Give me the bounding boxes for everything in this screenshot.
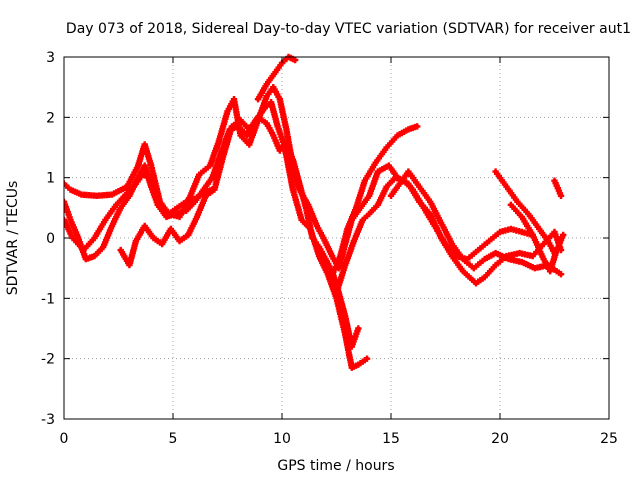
series-trace — [64, 85, 564, 286]
grid-lines — [64, 57, 609, 419]
y-tick-label: -3 — [41, 412, 55, 428]
series-track-11 — [551, 177, 565, 199]
series-plus-markers — [387, 168, 565, 278]
series-track-3 — [64, 171, 216, 254]
y-tick-label: -1 — [41, 291, 55, 307]
series-trace — [334, 175, 535, 295]
series-track-8 — [387, 168, 565, 278]
x-axis-label: GPS time / hours — [277, 458, 394, 474]
x-tick-label: 25 — [600, 431, 618, 447]
x-tick-label: 20 — [491, 431, 509, 447]
series-plus-markers — [64, 171, 216, 254]
series-layer — [64, 53, 567, 371]
series-track-6 — [328, 123, 421, 278]
y-tick-label: 0 — [46, 231, 55, 247]
y-tick-label: 2 — [46, 110, 55, 126]
series-plus-markers — [551, 177, 565, 199]
x-tick-label: 0 — [60, 431, 69, 447]
series-track-9 — [492, 168, 558, 257]
y-axis-label: SDTVAR / TECUs — [5, 181, 21, 296]
x-tick-label: 10 — [273, 431, 291, 447]
y-tick-label: 1 — [46, 171, 55, 187]
series-plus-markers — [492, 168, 558, 257]
series-plus-markers — [507, 201, 567, 275]
axis-ticks: 0 5 10 15 20 25 -3 -2 -1 0 1 2 3 — [41, 50, 618, 447]
chart-title: Day 073 of 2018, Sidereal Day-to-day VTE… — [66, 21, 631, 37]
series-track-4 — [117, 114, 362, 350]
x-tick-label: 15 — [382, 431, 400, 447]
series-track-7 — [333, 174, 536, 296]
series-plus-markers — [254, 53, 299, 103]
x-tick-label: 5 — [169, 431, 178, 447]
y-tick-label: -2 — [41, 352, 55, 368]
series-plus-markers — [328, 123, 421, 278]
series-plus-markers — [117, 114, 362, 350]
y-tick-label: 3 — [46, 50, 55, 66]
series-track-10 — [507, 201, 567, 275]
